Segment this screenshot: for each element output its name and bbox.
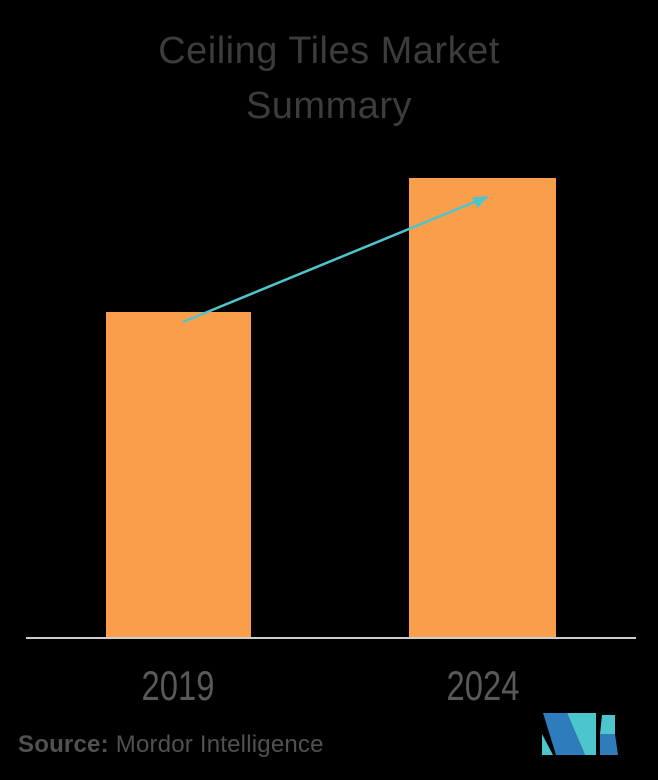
bar-2019 bbox=[106, 312, 251, 639]
x-label-2024: 2024 bbox=[446, 662, 520, 709]
mordor-intelligence-logo bbox=[542, 713, 618, 755]
x-label-2019: 2019 bbox=[141, 662, 215, 709]
source-value: Mordor Intelligence bbox=[115, 731, 324, 758]
chart-title-line2: Summary bbox=[245, 85, 413, 127]
bar-2024 bbox=[409, 178, 556, 639]
chart-title: Ceiling Tiles Market Summary bbox=[0, 24, 658, 134]
chart-title-line1: Ceiling Tiles Market bbox=[158, 30, 500, 72]
x-axis-line bbox=[26, 637, 636, 639]
source-text: Source: Mordor Intelligence bbox=[18, 731, 324, 759]
source-label: Source: bbox=[18, 731, 109, 758]
